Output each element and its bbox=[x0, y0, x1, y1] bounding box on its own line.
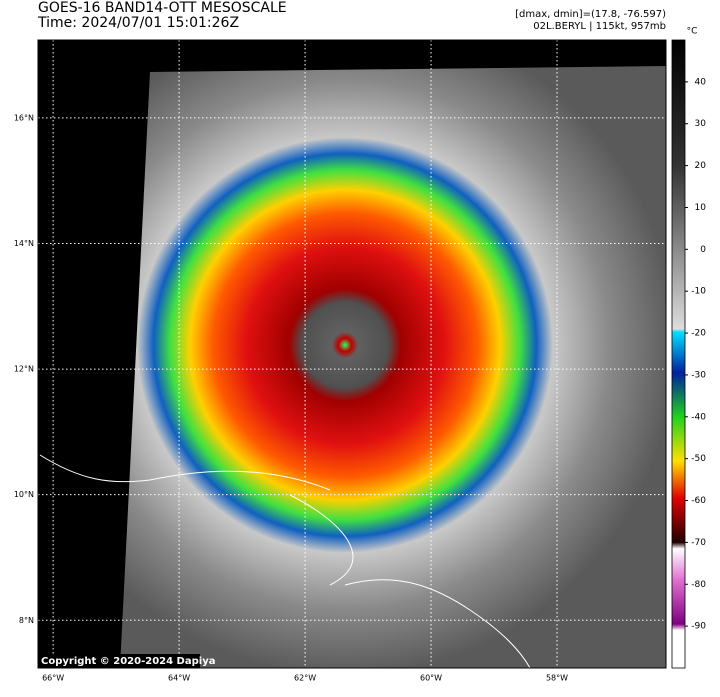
colorbar-label: 40 bbox=[695, 77, 707, 87]
colorbar-label: -20 bbox=[691, 329, 706, 339]
lat-label: 14°N bbox=[14, 239, 34, 248]
colorbar-label: -10 bbox=[691, 287, 706, 297]
lon-label: 66°W bbox=[42, 674, 64, 683]
colorbar-label: -90 bbox=[691, 622, 706, 632]
time: Time: 2024/07/01 15:01:26Z bbox=[37, 15, 239, 31]
copyright: Copyright © 2020-2024 Dapiya bbox=[41, 656, 215, 667]
colorbar-label: -60 bbox=[691, 496, 706, 506]
colorbar-label: 0 bbox=[700, 245, 706, 255]
lat-label: 10°N bbox=[14, 490, 34, 499]
colorbar-label: -80 bbox=[691, 580, 706, 590]
colorbar-label: -30 bbox=[691, 370, 706, 380]
colorbar bbox=[671, 39, 686, 669]
copyright-bg bbox=[38, 654, 200, 668]
info-line: 02L.BERYL | 115kt, 957mb bbox=[533, 21, 666, 32]
title: GOES-16 BAND14-OTT MESOSCALE bbox=[38, 0, 287, 16]
colorbar-label: -50 bbox=[691, 454, 706, 464]
lat-label: 12°N bbox=[14, 365, 34, 374]
info-line: [dmax, dmin]=(17.8, -76.597) bbox=[515, 9, 666, 20]
lon-label: 64°W bbox=[168, 674, 190, 683]
lon-label: 58°W bbox=[546, 674, 568, 683]
satellite-image bbox=[38, 40, 666, 668]
colorbar-unit: °C bbox=[687, 27, 698, 37]
colorbar-label: 10 bbox=[695, 203, 707, 213]
map-frame bbox=[37, 39, 667, 669]
colorbar-label: 20 bbox=[695, 161, 707, 171]
colorbar-label: -40 bbox=[691, 412, 706, 422]
lat-label: 16°N bbox=[14, 113, 34, 122]
lon-label: 62°W bbox=[294, 674, 316, 683]
lon-label: 60°W bbox=[420, 674, 442, 683]
lat-label: 8°N bbox=[19, 616, 34, 625]
colorbar-label: -70 bbox=[691, 538, 706, 548]
colorbar-label: 30 bbox=[695, 119, 707, 129]
